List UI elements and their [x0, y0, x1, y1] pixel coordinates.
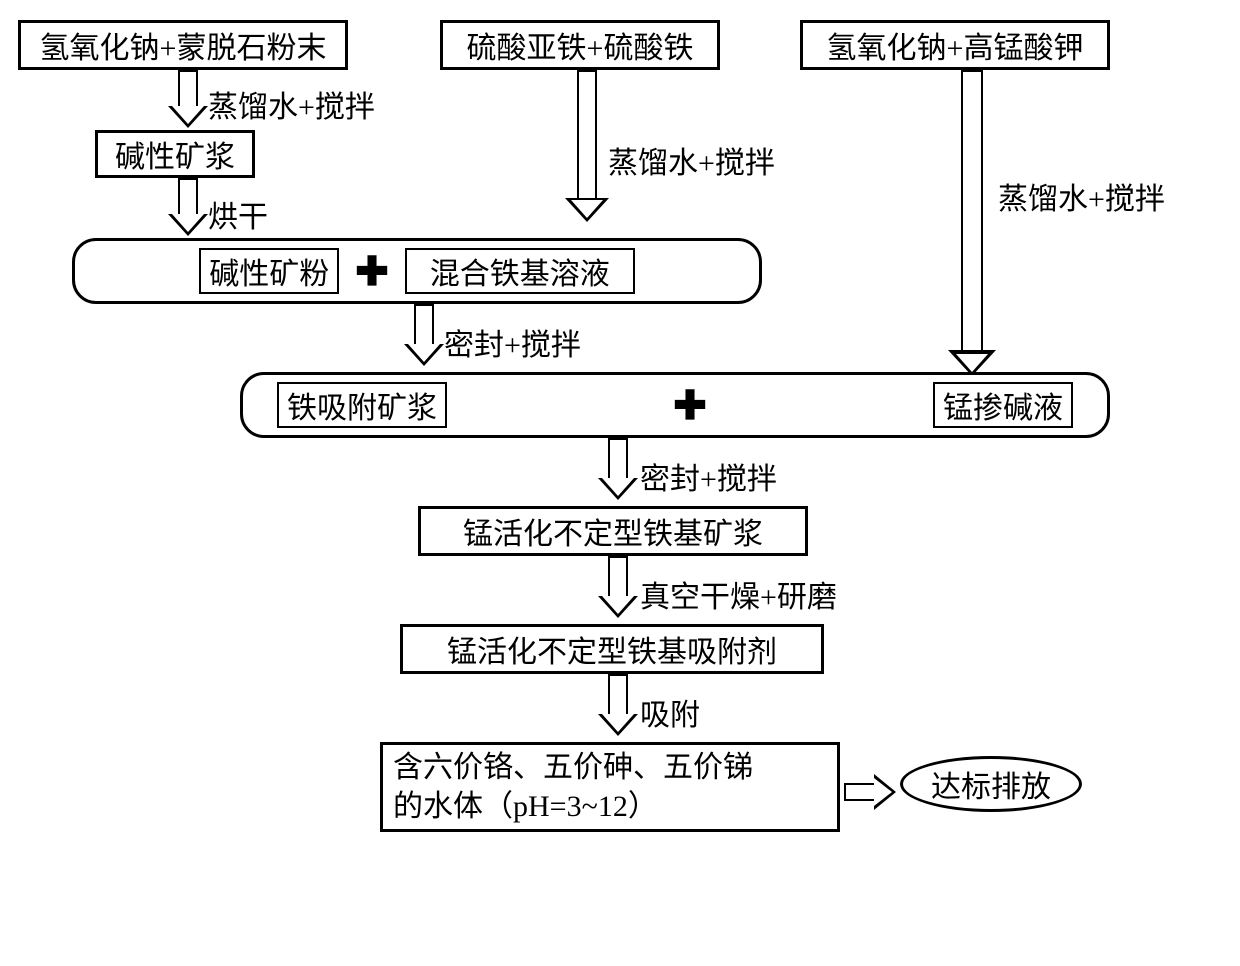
t: 碱性矿浆 — [115, 132, 235, 176]
lbl-dry: 烘干 — [208, 192, 268, 236]
arrow-8 — [598, 674, 638, 736]
box-mn-slurry: 锰活化不定型铁基矿浆 — [418, 506, 808, 556]
t: 氢氧化钠+蒙脱石粉末 — [40, 23, 327, 67]
ib-alk-powder: 碱性矿粉 — [199, 248, 339, 294]
plus-2: ✚ — [673, 382, 707, 429]
lbl-distill2: 蒸馏水+搅拌 — [608, 138, 775, 182]
arrow-1 — [168, 70, 208, 128]
lbl-vacuum: 真空干燥+研磨 — [640, 572, 837, 616]
box-naoh-mont: 氢氧化钠+蒙脱石粉末 — [18, 20, 348, 70]
box-alk-slurry: 碱性矿浆 — [95, 130, 255, 178]
ib-mn-alk: 锰掺碱液 — [933, 382, 1073, 428]
box-naoh-kmno4: 氢氧化钠+高锰酸钾 — [800, 20, 1110, 70]
box-feso4: 硫酸亚铁+硫酸铁 — [440, 20, 720, 70]
lbl-adsorb: 吸附 — [640, 690, 700, 734]
box-water: 含六价铬、五价砷、五价锑 的水体（pH=3~12） — [380, 742, 840, 832]
arrow-4 — [948, 70, 996, 376]
arrow-5 — [404, 304, 444, 366]
round-1: 碱性矿粉 ✚ 混合铁基溶液 — [72, 238, 762, 304]
arrow-6 — [598, 438, 638, 500]
box-mn-adsorbent: 锰活化不定型铁基吸附剂 — [400, 624, 824, 674]
lbl-distill1: 蒸馏水+搅拌 — [208, 82, 375, 126]
water-text: 含六价铬、五价砷、五价锑 的水体（pH=3~12） — [393, 748, 753, 826]
arrow-7 — [598, 556, 638, 618]
round-2: 铁吸附矿浆 ✚ 锰掺碱液 — [240, 372, 1110, 438]
oval-discharge: 达标排放 — [900, 756, 1082, 812]
plus-1: ✚ — [355, 248, 389, 295]
lbl-seal1: 密封+搅拌 — [444, 320, 581, 364]
arrow-3 — [565, 70, 609, 222]
arrow-9 — [844, 774, 896, 810]
t: 锰活化不定型铁基吸附剂 — [447, 627, 777, 671]
ib-iron-adsorb: 铁吸附矿浆 — [277, 382, 447, 428]
t: 硫酸亚铁+硫酸铁 — [467, 23, 694, 67]
t: 达标排放 — [931, 762, 1051, 806]
t: 氢氧化钠+高锰酸钾 — [827, 23, 1084, 67]
ib-iron-sol: 混合铁基溶液 — [405, 248, 635, 294]
arrow-2 — [168, 178, 208, 236]
t: 锰活化不定型铁基矿浆 — [463, 509, 763, 553]
lbl-distill3: 蒸馏水+搅拌 — [998, 174, 1165, 218]
lbl-seal2: 密封+搅拌 — [640, 454, 777, 498]
